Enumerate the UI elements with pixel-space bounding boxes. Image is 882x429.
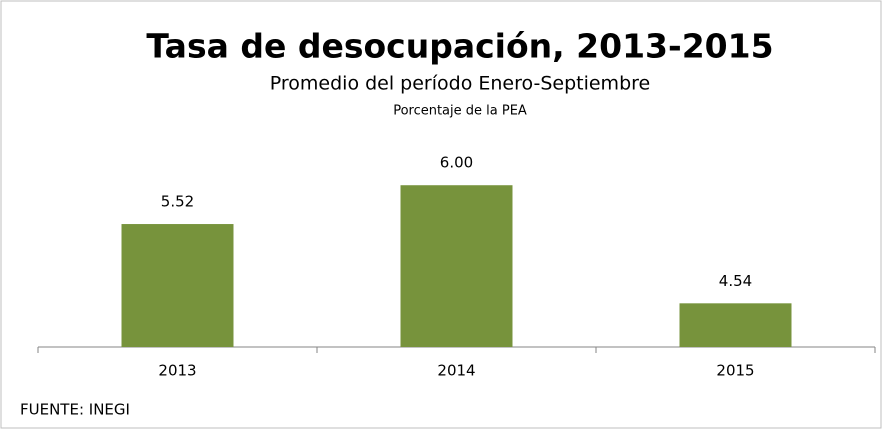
x-tick-label: 2015 — [716, 362, 754, 380]
bar — [121, 224, 234, 347]
chart-title: Tasa de desocupación, 2013-2015 — [146, 27, 773, 66]
source-note: FUENTE: INEGI — [20, 401, 130, 419]
x-tick-label: 2013 — [158, 362, 196, 380]
data-label: 5.52 — [161, 193, 194, 211]
unit-label: Porcentaje de la PEA — [393, 104, 527, 119]
bar — [400, 185, 513, 347]
data-label: 4.54 — [719, 272, 752, 290]
chart-subtitle: Promedio del período Enero-Septiembre — [270, 73, 650, 95]
data-label: 6.00 — [440, 154, 473, 172]
bar — [679, 303, 792, 347]
x-tick-label: 2014 — [437, 362, 475, 380]
